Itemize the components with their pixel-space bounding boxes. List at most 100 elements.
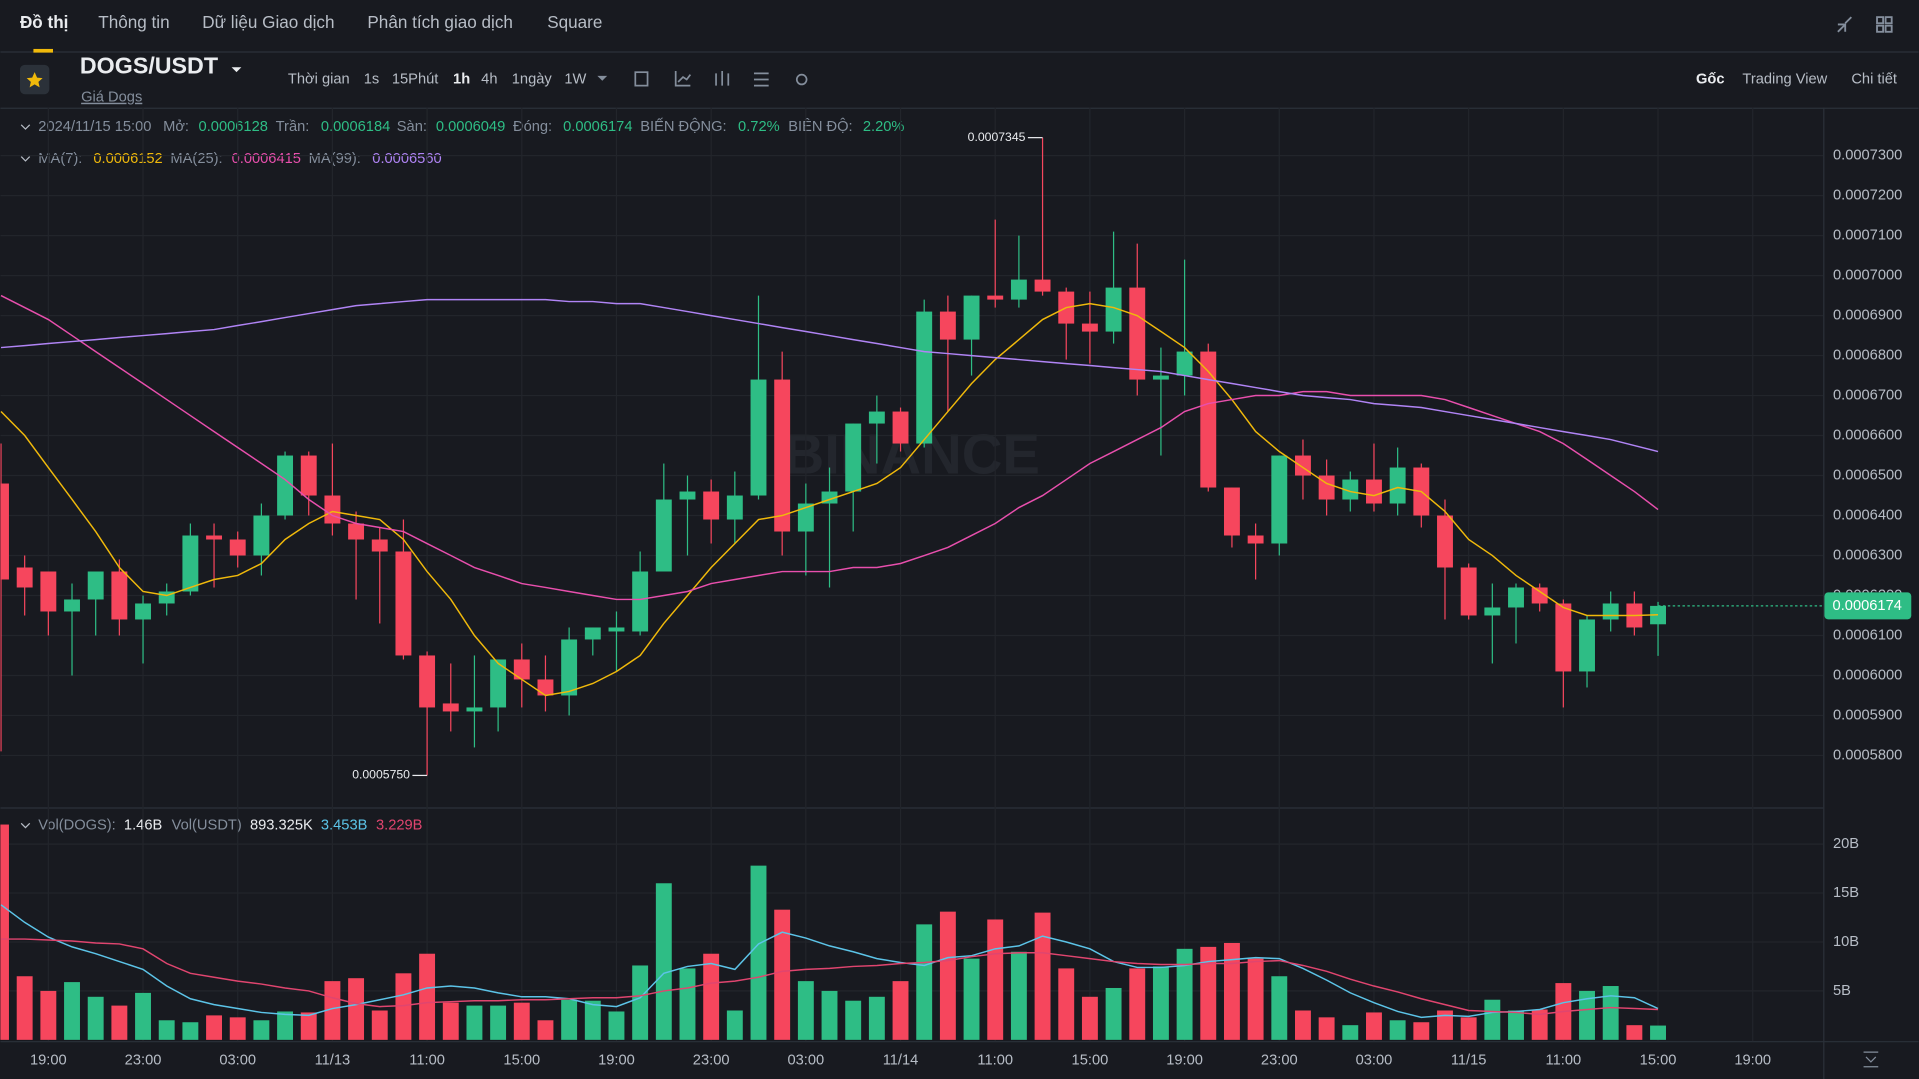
y-tick-label: 0.0006700 [1833, 387, 1902, 403]
volume-bar [513, 1002, 530, 1040]
x-tick-label: 19:00 [1166, 1053, 1203, 1069]
volume-bar [490, 1005, 507, 1040]
ohlc-info: Trần: [276, 119, 310, 135]
x-tick-label: 15:00 [503, 1053, 540, 1069]
volume-bar [1342, 1025, 1359, 1040]
candle-body [1295, 455, 1311, 476]
ohlc-info: Sàn: [397, 119, 427, 135]
y-tick-label: 0.0007200 [1833, 188, 1902, 204]
ohlc-info: 0.0006128 [199, 119, 268, 135]
settings-icon[interactable] [795, 73, 808, 86]
x-tick-label: 15:00 [1072, 1053, 1109, 1069]
candle-body [135, 603, 151, 620]
volume-bar [892, 981, 909, 1040]
dropdown-icon[interactable] [597, 75, 608, 81]
candle-body [1579, 619, 1595, 672]
ma-line [0, 302, 1659, 697]
candle-body [1342, 479, 1359, 500]
indicator-icon[interactable] [674, 70, 692, 87]
volume-bar [1484, 999, 1501, 1040]
y-tick-label: 0.0005800 [1833, 747, 1902, 763]
volume-bar [419, 953, 436, 1040]
volume-bar [0, 824, 9, 1040]
nav-tab[interactable]: Square [547, 13, 602, 32]
symbol-subtitle[interactable]: Giá Dogs [81, 90, 142, 106]
x-tick-label: 11/15 [1451, 1053, 1487, 1069]
candle-body [1602, 603, 1619, 620]
window-icons [1837, 16, 1893, 33]
nav-tab[interactable]: Thông tin [98, 13, 169, 32]
volume-bar [1034, 912, 1051, 1040]
x-tick-label: 11/13 [315, 1053, 351, 1069]
candle-icon[interactable] [715, 70, 730, 86]
y-tick-label: 0.0006800 [1833, 347, 1902, 363]
layout-icon[interactable] [753, 72, 769, 87]
view-option[interactable]: Chi tiết [1851, 71, 1897, 87]
candle-body [584, 627, 601, 640]
interval: Thời gian [288, 71, 350, 87]
interval[interactable]: 4h [481, 71, 497, 87]
volume-bar [655, 883, 672, 1040]
candle-body [1200, 351, 1217, 488]
nav-tab[interactable]: Dữ liệu Giao dịch [202, 13, 334, 32]
vol-tick-label: 10B [1833, 934, 1859, 950]
candle-body [1508, 587, 1524, 608]
volume-bar [1626, 1025, 1643, 1040]
layout-icon[interactable] [1876, 16, 1885, 25]
vol-ma-line [1, 938, 1659, 1016]
ma-legend: 0.0006152 [93, 151, 162, 167]
y-tick-label: 0.0006400 [1833, 507, 1902, 523]
candle-body [1555, 603, 1572, 672]
interval[interactable]: 1h [453, 71, 470, 87]
candle-body [466, 707, 483, 712]
volume-bar [300, 1012, 317, 1040]
volume-bar [1460, 1017, 1477, 1040]
volume-bar [679, 968, 696, 1040]
candle-body [206, 535, 222, 540]
volume-bar [584, 1000, 601, 1040]
layout-icon [1884, 24, 1893, 33]
x-tick-label: 11:00 [977, 1053, 1013, 1069]
volume-bar [158, 1020, 175, 1040]
view-option[interactable]: Trading View [1742, 71, 1827, 87]
volume-bar [1010, 951, 1027, 1040]
interval[interactable]: 1W [564, 71, 586, 87]
volume-bar [821, 990, 838, 1040]
ohlc-info: Đóng: [513, 119, 552, 135]
volume-bar [395, 973, 412, 1040]
candle-body [253, 515, 270, 556]
x-tick-label: 15:00 [1640, 1053, 1677, 1069]
candle-body [1176, 351, 1193, 376]
candle-body [1152, 375, 1169, 380]
last-price-label: 0.0006174 [1833, 598, 1902, 614]
candle-body [1366, 479, 1382, 504]
scale-icon[interactable] [1863, 1051, 1879, 1068]
nav-tab[interactable]: Đồ thị [20, 13, 68, 32]
vol-tick-label: 20B [1833, 836, 1859, 852]
y-tick-label: 0.0006500 [1833, 467, 1902, 483]
x-tick-label: 19:00 [1734, 1053, 1771, 1069]
collapse-chevron[interactable] [20, 124, 31, 130]
interval[interactable]: 1s [364, 71, 380, 87]
collapse-chevron[interactable] [20, 822, 31, 829]
volume-bar [1508, 1010, 1524, 1040]
x-tick-label: 23:00 [1261, 1053, 1298, 1069]
candle-body [821, 491, 838, 504]
interval[interactable]: 1ngày [512, 71, 553, 87]
collapse-icon[interactable] [1837, 16, 1852, 33]
collapse-chevron[interactable] [20, 156, 31, 162]
star-icon [26, 72, 43, 88]
volume-bar [1152, 966, 1169, 1040]
view-option[interactable]: Gốc [1696, 71, 1725, 87]
volume-bar [324, 981, 341, 1040]
volume-bar [916, 924, 933, 1040]
candle-body [419, 655, 436, 708]
ohlc-info: BIÊN ĐỘ: [788, 118, 852, 135]
calendar-icon[interactable] [634, 71, 649, 87]
candle-body [442, 703, 459, 712]
interval[interactable]: 15Phút [392, 71, 439, 87]
nav-tab[interactable]: Phân tích giao dịch [367, 13, 513, 32]
dropdown-icon[interactable] [231, 67, 242, 73]
volume-bar [868, 996, 885, 1040]
